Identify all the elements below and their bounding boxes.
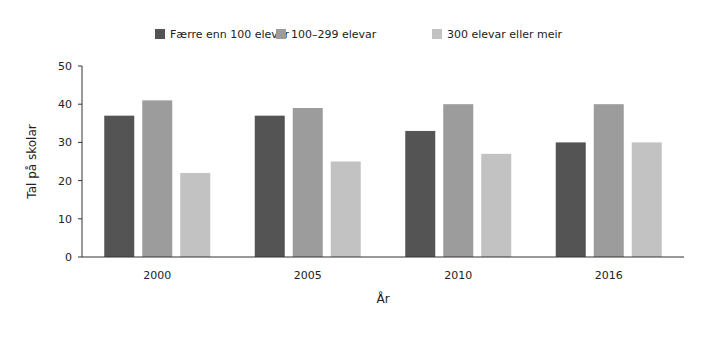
bar [180,173,210,257]
bar [255,116,285,257]
bar [556,142,586,257]
legend-label: 100–299 elevar [291,28,377,41]
x-axis-line [82,257,684,258]
chart-svg: 0 10 20 30 40 50 2000 2005 2010 2016 År Tal på skol… [0,0,719,341]
bar [594,104,624,257]
legend-label: Færre enn 100 elevar [170,28,290,41]
y-tick [78,257,82,258]
x-tick-label: 2000 [143,269,171,282]
bar [481,154,511,257]
y-tick-label: 0 [65,251,72,264]
bar [142,100,172,257]
y-tick-label: 10 [58,213,72,226]
y-axis-label: Tal på skolar [25,124,39,199]
legend-swatch [432,29,442,39]
x-tick-label: 2016 [595,269,623,282]
bar [405,131,435,257]
y-tick [78,66,82,67]
y-tick [78,104,82,105]
y-tick-label: 20 [58,175,72,188]
bar [293,108,323,257]
x-tick-label: 2005 [294,269,322,282]
y-tick-label: 30 [58,136,72,149]
y-tick [78,218,82,219]
bars [104,100,662,257]
chart-container: 0 10 20 30 40 50 2000 2005 2010 2016 År Tal på skol… [0,0,719,341]
bar [331,162,361,258]
x-tick-label: 2010 [444,269,472,282]
legend-swatch [155,29,165,39]
y-tick [78,142,82,143]
bar [104,116,134,257]
bar [443,104,473,257]
legend-swatch [276,29,286,39]
y-axis-line [82,66,83,257]
bar [632,142,662,257]
y-tick [78,180,82,181]
legend-label: 300 elevar eller meir [447,28,563,41]
x-axis-label: År [376,291,389,306]
y-tick-label: 40 [58,98,72,111]
y-tick-label: 50 [58,60,72,73]
